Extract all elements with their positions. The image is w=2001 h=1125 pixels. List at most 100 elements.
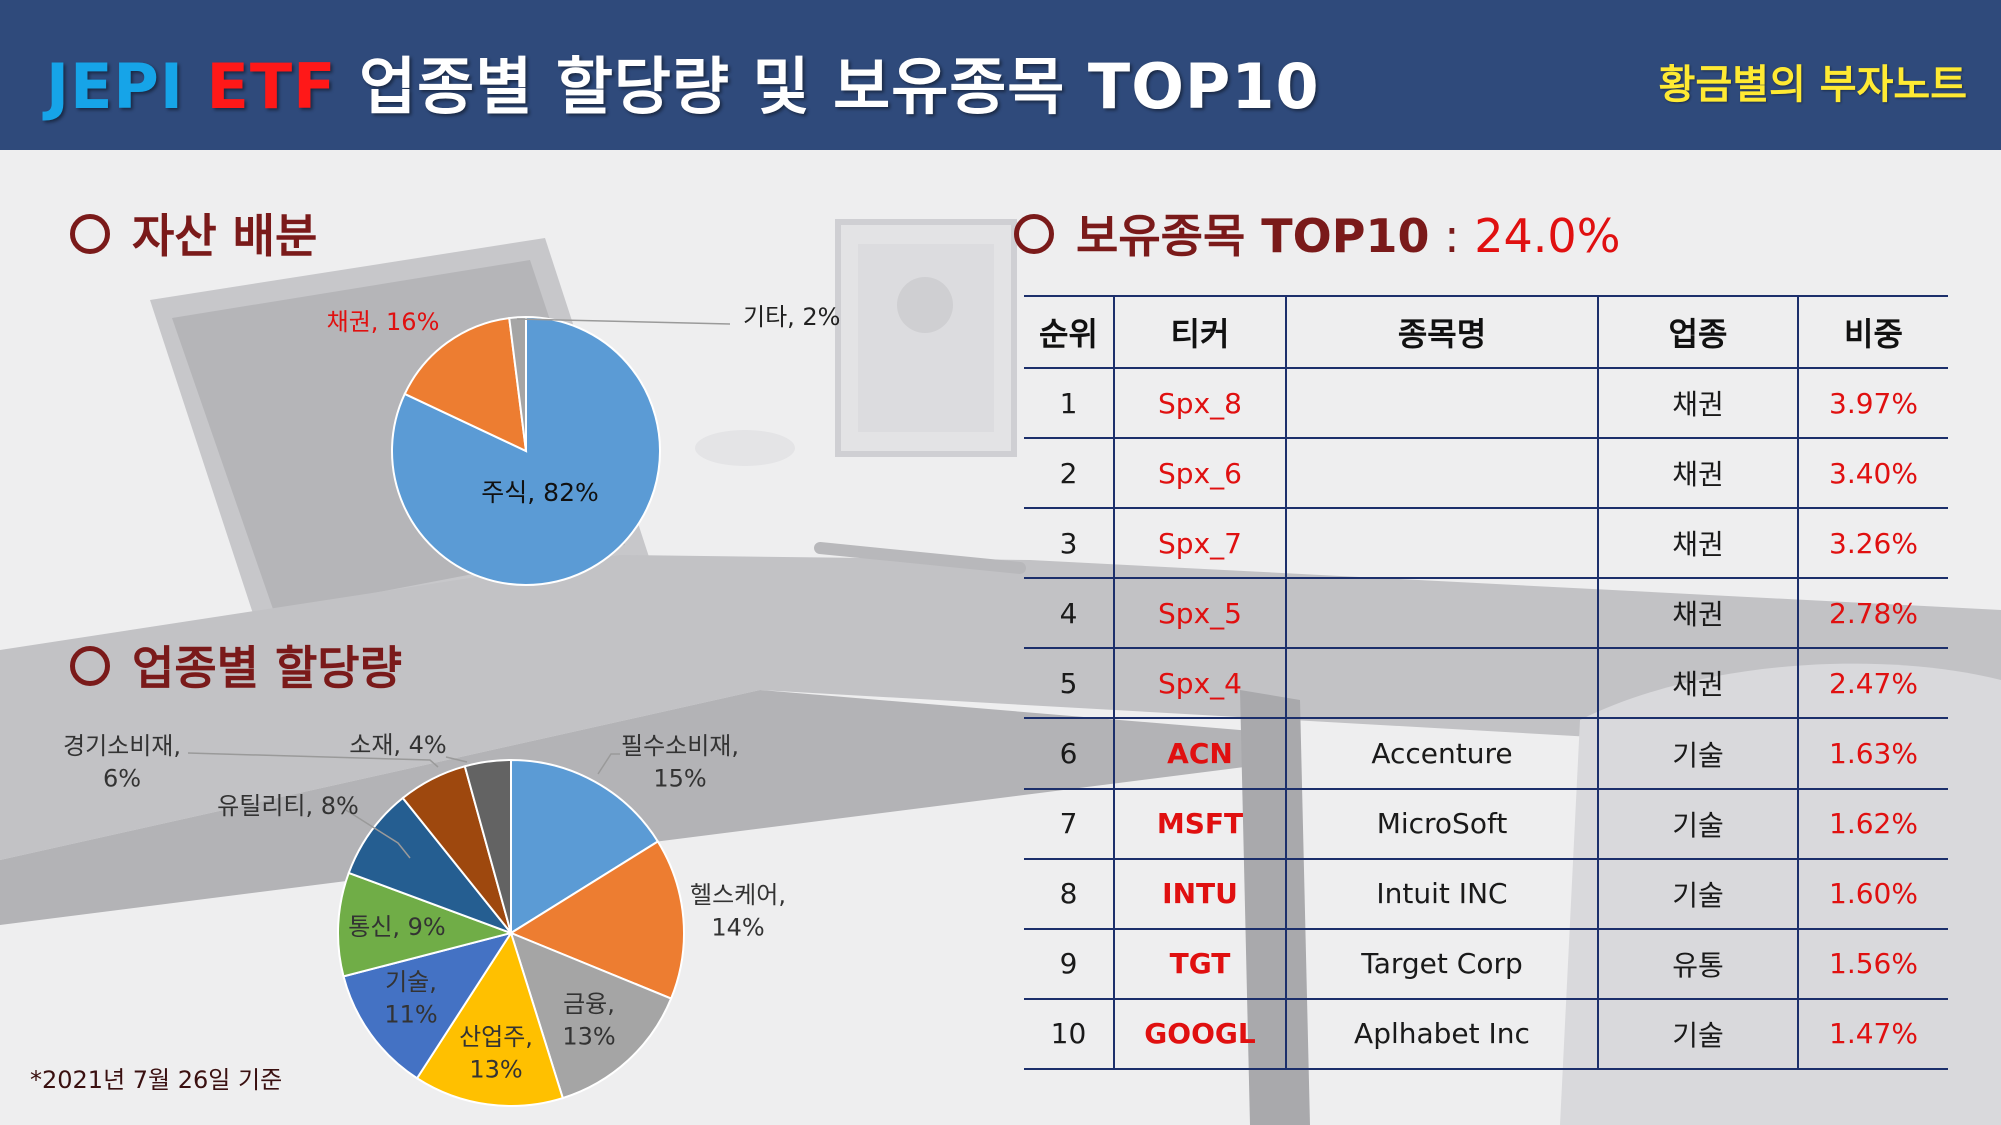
asset-label-bond: 채권, 16% <box>327 308 440 336</box>
asset-pie-slice-1 <box>403 316 528 453</box>
sector-pie-slice-3 <box>415 930 565 1107</box>
rank-cell: 2 <box>1024 438 1114 510</box>
col-header-rank: 순위 <box>1024 295 1114 369</box>
date-footnote: *2021년 7월 26일 기준 <box>30 1066 283 1094</box>
weight-cell: 1.56% <box>1797 928 1948 1000</box>
sector-pie-slice-8 <box>463 758 512 934</box>
sector-leader-consumer <box>187 752 439 768</box>
rank-cell: 4 <box>1024 578 1114 650</box>
title-rest: 업종별 할당량 및 보유종목 TOP10 <box>359 50 1320 123</box>
ticker-cell: ACN <box>1113 718 1286 790</box>
page-title: JEPI ETF 업종별 할당량 및 보유종목 TOP10 <box>46 36 1320 126</box>
ticker-cell: Spx_6 <box>1113 438 1286 510</box>
sector-label-materials: 소재, 4% <box>349 731 447 759</box>
name-cell <box>1285 648 1598 720</box>
rank-cell: 9 <box>1024 928 1114 1000</box>
table-row: 1 Spx_8 채권 3.97% <box>1024 368 1948 440</box>
name-cell: Target Corp <box>1285 928 1598 1000</box>
table-row: 5 Spx_4 채권 2.47% <box>1024 648 1948 720</box>
ticker-cell: MSFT <box>1113 788 1286 860</box>
sector-heading-text: 업종별 할당량 <box>132 641 402 695</box>
name-cell: Accenture <box>1285 718 1598 790</box>
asset-heading-text: 자산 배분 <box>132 209 318 263</box>
sector-section-heading: 업종별 할당량 <box>70 632 402 698</box>
table-row: 10 GOOGL Aplhabet Inc 기술 1.47% <box>1024 998 1948 1071</box>
rank-cell: 6 <box>1024 718 1114 790</box>
ticker-cell: INTU <box>1113 858 1286 930</box>
table-row: 9 TGT Target Corp 유통 1.56% <box>1024 928 1948 1000</box>
holdings-total-weight: 24.0% <box>1474 209 1621 263</box>
table-row: 8 INTU Intuit INC 기술 1.60% <box>1024 858 1948 930</box>
header-bar: JEPI ETF 업종별 할당량 및 보유종목 TOP10 황금별의 부자노트 <box>0 0 2001 150</box>
circle-bullet-icon <box>70 214 110 254</box>
sector-leader-staples <box>597 753 620 775</box>
sector-pie-slice-2 <box>509 931 673 1100</box>
col-header-name: 종목명 <box>1285 295 1598 369</box>
sector-pie-slice-4 <box>342 931 514 1080</box>
sector-cell: 기술 <box>1597 858 1798 930</box>
sector-label-finance: 금융, 13% <box>562 990 615 1050</box>
sector-label-industrial: 산업주, 13% <box>459 1023 533 1083</box>
table-header-row: 순위 티커 종목명 업종 비중 <box>1024 295 1948 369</box>
weight-cell: 1.47% <box>1797 998 1948 1071</box>
pie-charts: 주식, 82% 채권, 16% 기타, 2% 필수소비재, 15% 헬스케어, 14% 금융,… <box>63 303 841 1107</box>
asset-section-heading: 자산 배분 <box>70 200 317 266</box>
holdings-section-heading: 보유종목 TOP10 : 24.0% <box>1014 200 1620 266</box>
rank-cell: 10 <box>1024 998 1114 1071</box>
rank-cell: 5 <box>1024 648 1114 720</box>
sector-cell: 채권 <box>1597 508 1798 580</box>
asset-pie-slice-2 <box>508 315 527 452</box>
rank-cell: 7 <box>1024 788 1114 860</box>
sector-label-telecom: 통신, 9% <box>348 913 446 941</box>
weight-cell: 1.63% <box>1797 718 1948 790</box>
rank-cell: 3 <box>1024 508 1114 580</box>
ticker-cell: TGT <box>1113 928 1286 1000</box>
weight-cell: 3.40% <box>1797 438 1948 510</box>
sector-leader-utilities <box>345 809 411 859</box>
name-cell <box>1285 368 1598 440</box>
rank-cell: 1 <box>1024 368 1114 440</box>
sector-cell: 기술 <box>1597 998 1798 1071</box>
weight-cell: 2.47% <box>1797 648 1948 720</box>
sector-cell: 채권 <box>1597 578 1798 650</box>
col-header-weight: 비중 <box>1797 295 1948 369</box>
ticker-cell: Spx_7 <box>1113 508 1286 580</box>
sector-pie-slice-6 <box>347 796 515 936</box>
name-cell <box>1285 438 1598 510</box>
asset-label-stock: 주식, 82% <box>481 478 598 507</box>
asset-leader-other <box>516 318 731 325</box>
holdings-heading-text: 보유종목 TOP10 <box>1076 209 1430 263</box>
holdings-heading-separator: : <box>1429 209 1475 263</box>
sector-label-utilities: 유틸리티, 8% <box>217 792 359 820</box>
ticker-cell: Spx_4 <box>1113 648 1286 720</box>
weight-cell: 3.26% <box>1797 508 1948 580</box>
ticker-cell: GOOGL <box>1113 998 1286 1071</box>
rank-cell: 8 <box>1024 858 1114 930</box>
name-cell: Intuit INC <box>1285 858 1598 930</box>
sector-cell: 채권 <box>1597 648 1798 720</box>
sector-cell: 채권 <box>1597 438 1798 510</box>
col-header-ticker: 티커 <box>1113 295 1286 369</box>
sector-label-staples: 필수소비재, 15% <box>621 732 739 792</box>
circle-bullet-icon <box>1014 214 1054 254</box>
ticker-cell: Spx_8 <box>1113 368 1286 440</box>
sector-cell: 기술 <box>1597 788 1798 860</box>
name-cell <box>1285 508 1598 580</box>
weight-cell: 1.60% <box>1797 858 1948 930</box>
col-header-sector: 업종 <box>1597 295 1798 369</box>
sector-cell: 유통 <box>1597 928 1798 1000</box>
weight-cell: 1.62% <box>1797 788 1948 860</box>
weight-cell: 3.97% <box>1797 368 1948 440</box>
table-row: 2 Spx_6 채권 3.40% <box>1024 438 1948 510</box>
asset-label-other: 기타, 2% <box>743 303 841 331</box>
sector-label-health: 헬스케어, 14% <box>690 881 786 941</box>
circle-bullet-icon <box>70 646 110 686</box>
brand-label: 황금별의 부자노트 <box>1658 62 1967 108</box>
sector-pie-slice-0 <box>510 758 660 935</box>
sector-leader-materials <box>445 756 468 763</box>
table-row: 3 Spx_7 채권 3.26% <box>1024 508 1948 580</box>
title-jepi: JEPI <box>46 50 184 123</box>
sector-pie-slice-1 <box>508 840 685 1000</box>
weight-cell: 2.78% <box>1797 578 1948 650</box>
sector-cell: 기술 <box>1597 718 1798 790</box>
